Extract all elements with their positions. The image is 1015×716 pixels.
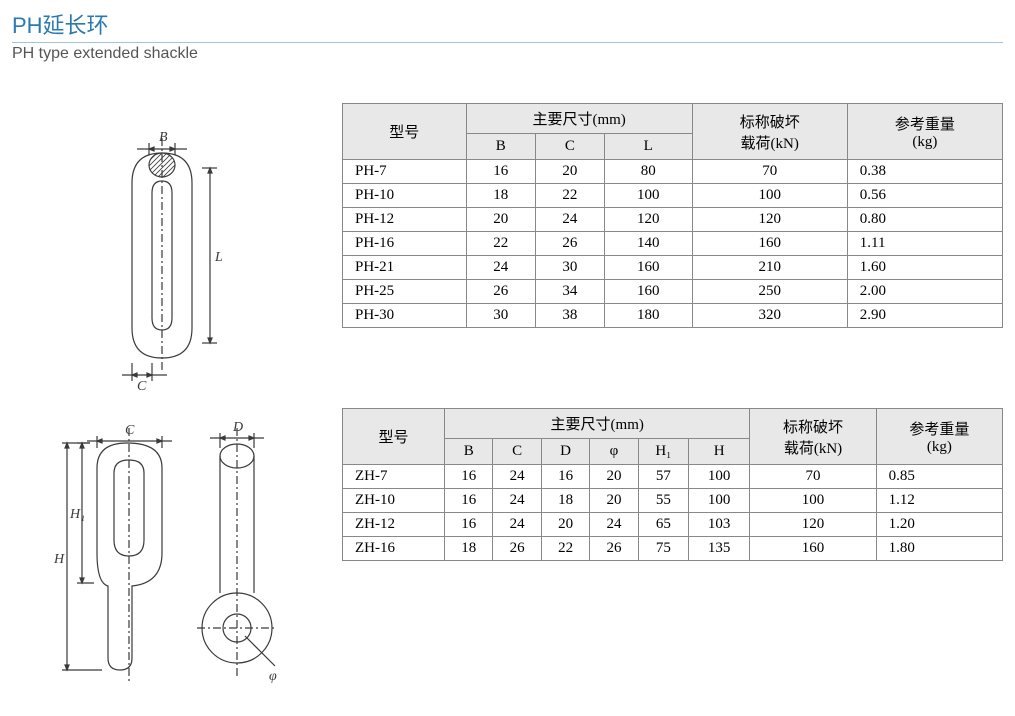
th-C: C bbox=[535, 134, 604, 160]
ph-table: 型号 主要尺寸(mm) 标称破坏载荷(kN) 参考重量(kg) B C L PH… bbox=[342, 103, 1003, 328]
page-title-cn: PH延长环 bbox=[12, 8, 1003, 43]
table-row: PH-1018221001000.56 bbox=[343, 184, 1003, 208]
ph-table-body: PH-7162080700.38 PH-1018221001000.56 PH-… bbox=[343, 160, 1003, 328]
th-dims: 主要尺寸(mm) bbox=[466, 104, 692, 134]
th-load: 标称破坏载荷(kN) bbox=[750, 409, 876, 465]
tables-column: 型号 主要尺寸(mm) 标称破坏载荷(kN) 参考重量(kg) B C L PH… bbox=[342, 103, 1003, 708]
th-B: B bbox=[466, 134, 535, 160]
svg-text:φ: φ bbox=[269, 669, 277, 684]
dim-label-B: B bbox=[159, 130, 168, 145]
zh-table: 型号 主要尺寸(mm) 标称破坏载荷(kN) 参考重量(kg) B C D φ … bbox=[342, 408, 1003, 561]
th-phi: φ bbox=[590, 439, 638, 465]
th-weight: 参考重量(kg) bbox=[847, 104, 1002, 160]
th-H1: H₁ bbox=[638, 439, 688, 465]
table-row: ZH-1016241820551001001.12 bbox=[343, 489, 1003, 513]
th-D: D bbox=[541, 439, 589, 465]
th-H: H bbox=[688, 439, 749, 465]
table-row: ZH-1618262226751351601.80 bbox=[343, 537, 1003, 561]
th-B: B bbox=[445, 439, 493, 465]
svg-text:C: C bbox=[125, 423, 135, 438]
content-row: B L C bbox=[12, 103, 1003, 708]
dim-label-L: L bbox=[214, 250, 223, 265]
table-row: PH-7162080700.38 bbox=[343, 160, 1003, 184]
th-L: L bbox=[604, 134, 692, 160]
th-dims: 主要尺寸(mm) bbox=[445, 409, 750, 439]
table-row: PH-2124301602101.60 bbox=[343, 256, 1003, 280]
table-row: ZH-71624162057100700.85 bbox=[343, 465, 1003, 489]
th-weight: 参考重量(kg) bbox=[876, 409, 1002, 465]
th-C: C bbox=[493, 439, 541, 465]
table-row: PH-2526341602502.00 bbox=[343, 280, 1003, 304]
th-model: 型号 bbox=[343, 104, 467, 160]
page-title-en: PH type extended shackle bbox=[12, 45, 1003, 63]
dim-label-C: C bbox=[137, 379, 147, 393]
svg-text:H₁: H₁ bbox=[69, 507, 85, 522]
table-row: PH-1220241201200.80 bbox=[343, 208, 1003, 232]
zh-table-body: ZH-71624162057100700.85 ZH-1016241820551… bbox=[343, 465, 1003, 561]
th-load: 标称破坏载荷(kN) bbox=[692, 104, 847, 160]
table-row: PH-3030381803202.90 bbox=[343, 304, 1003, 328]
svg-text:H: H bbox=[53, 552, 65, 567]
th-model: 型号 bbox=[343, 409, 445, 465]
diagram-zh: C H H₁ bbox=[32, 408, 292, 708]
table-row: PH-1622261401601.11 bbox=[343, 232, 1003, 256]
diagrams-column: B L C bbox=[12, 103, 312, 708]
diagram-ph: B L C bbox=[77, 113, 247, 393]
table-row: ZH-1216242024651031201.20 bbox=[343, 513, 1003, 537]
svg-text:D: D bbox=[232, 420, 243, 435]
